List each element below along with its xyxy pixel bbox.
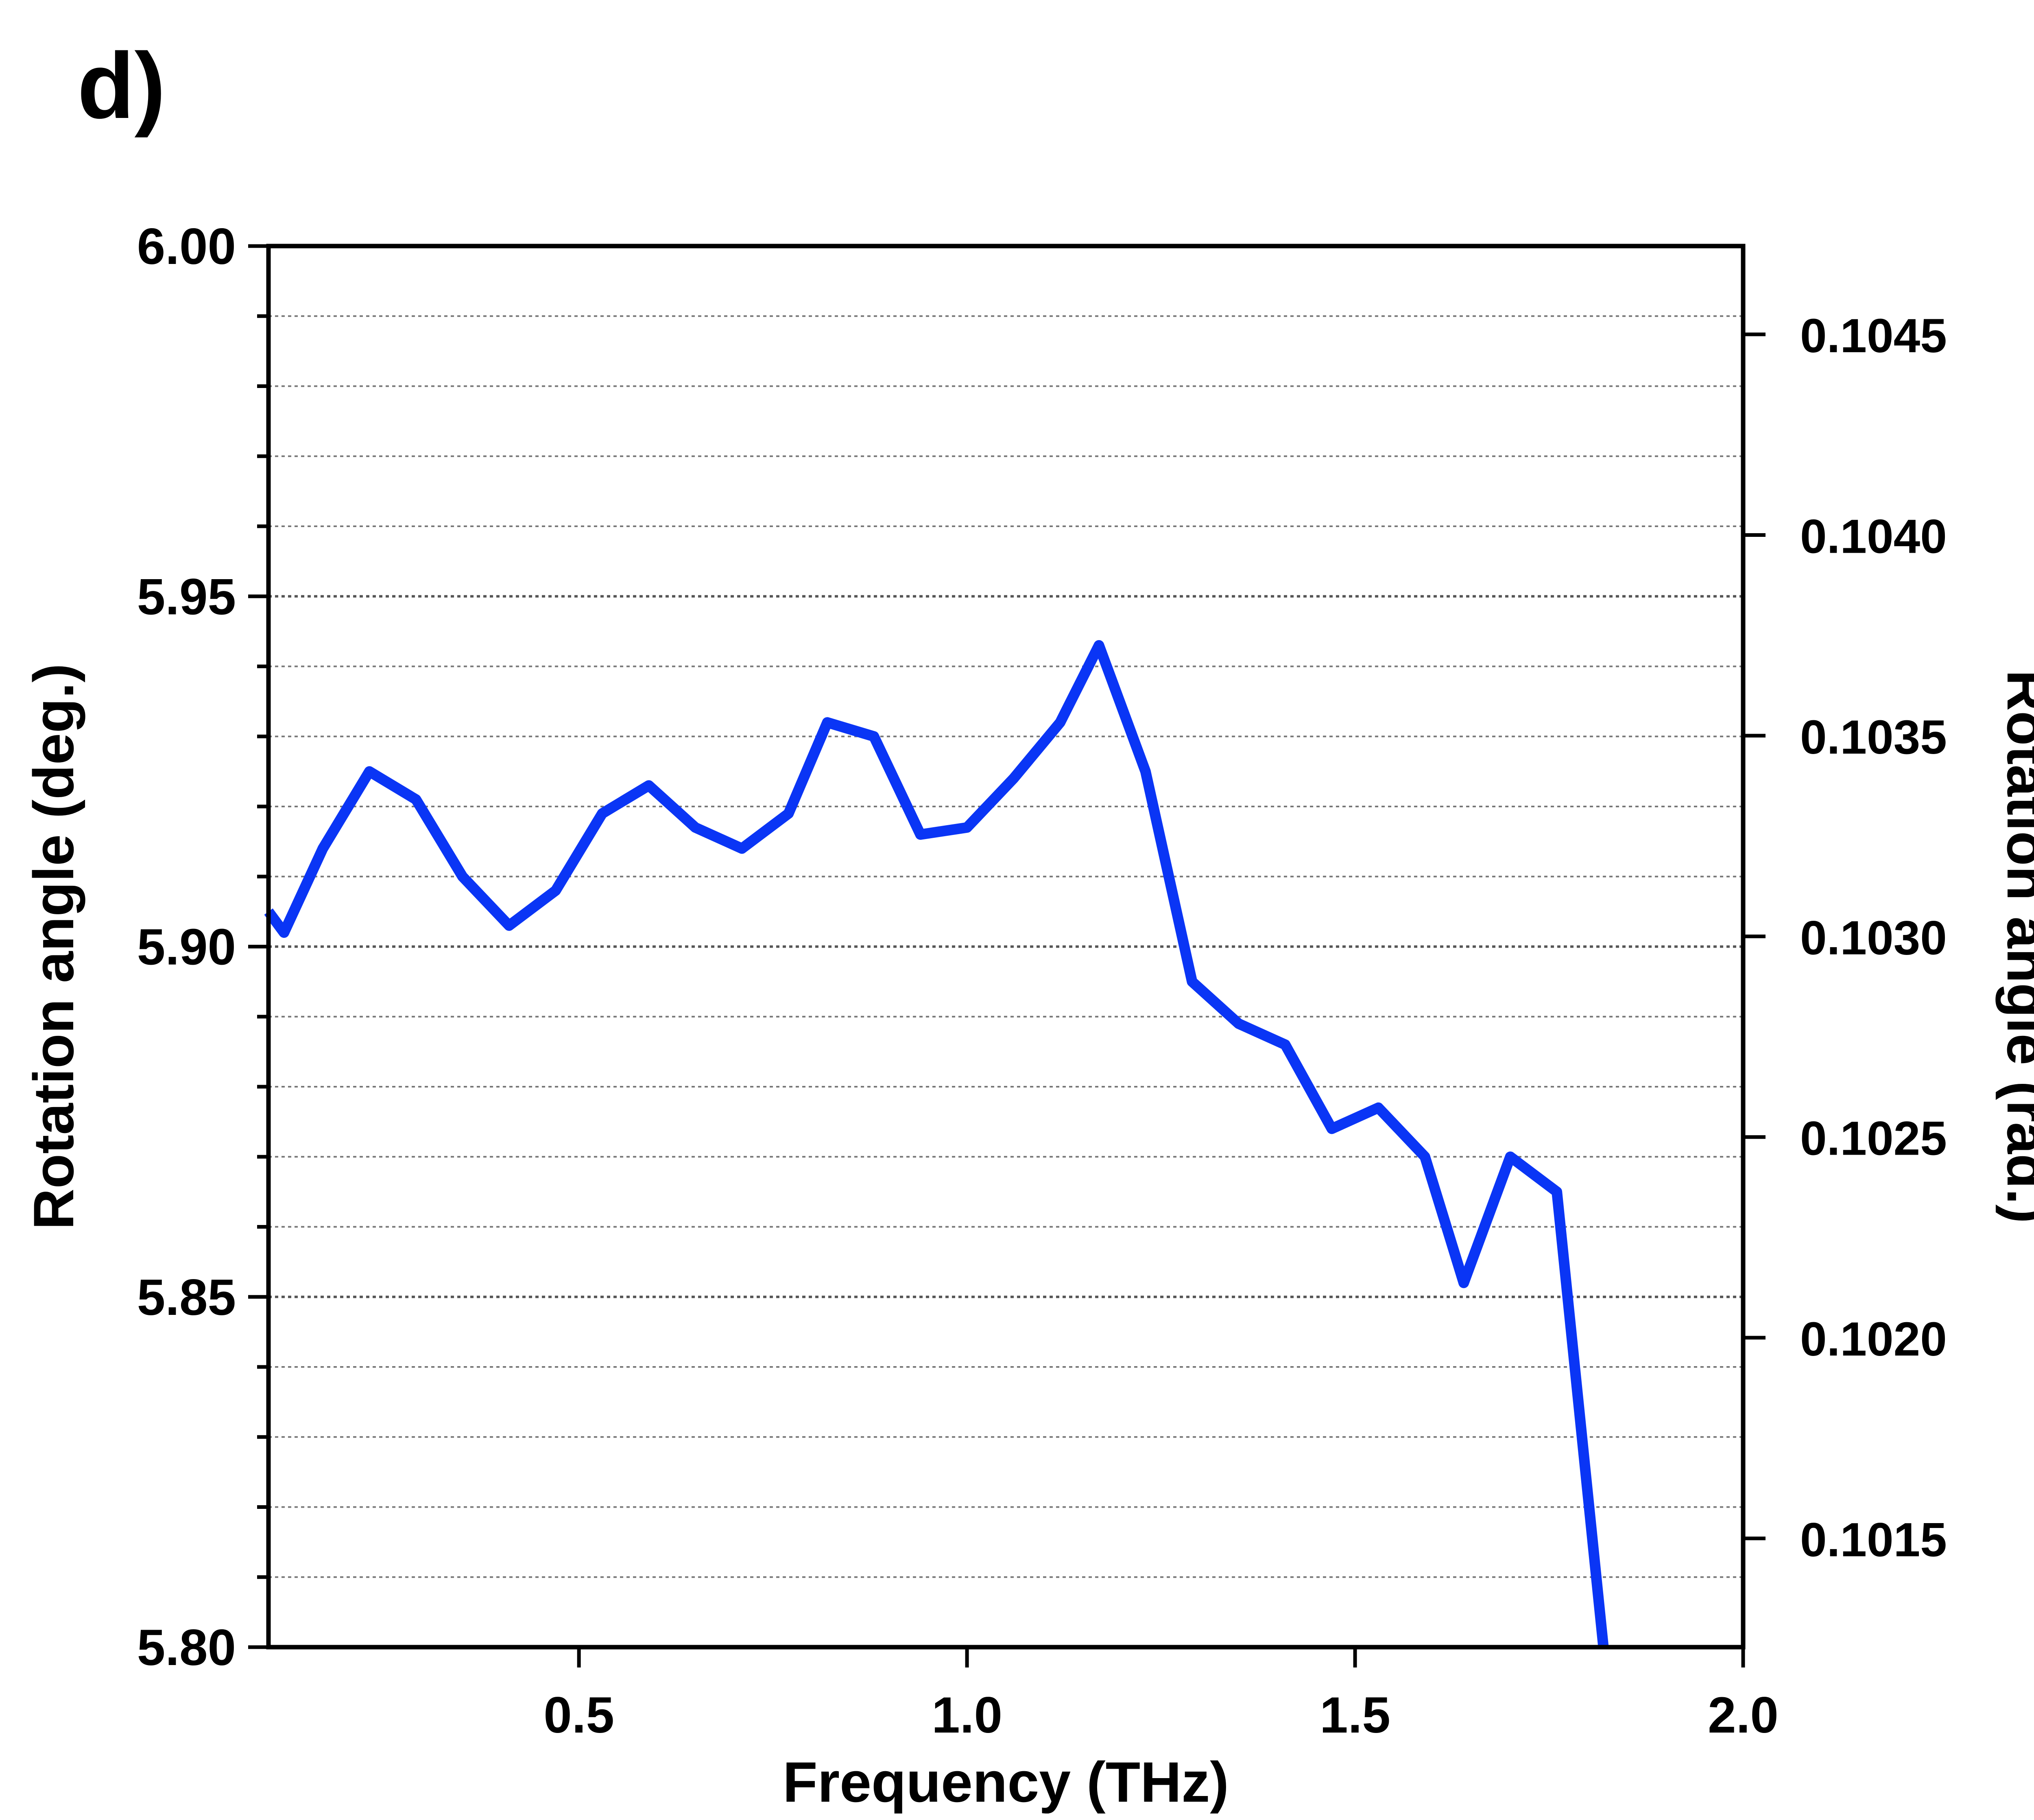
y-tick-label: 5.85 [137, 1269, 236, 1326]
y-tick-labels: 5.80 5.85 5.90 5.95 6.00 [137, 218, 236, 1676]
y2-tick-label: 0.1020 [1800, 1312, 1947, 1366]
y2-tick-label: 0.1030 [1800, 911, 1947, 965]
y2-tick-labels: 0.1015 0.1020 0.1025 0.1030 0.1035 0.1040 0.10… [1800, 309, 1947, 1567]
y2-tick-label: 0.1025 [1800, 1112, 1947, 1166]
y-tick-label: 5.80 [137, 1619, 236, 1676]
y2-tick-label: 0.1040 [1800, 510, 1947, 564]
x-tick-label: 1.0 [932, 1687, 1002, 1744]
y2-axis-label: Rotation angle (rad.) [1995, 670, 2034, 1223]
plot-frame [266, 244, 1746, 1650]
x-tick-label: 2.0 [1708, 1687, 1779, 1744]
series-line [264, 640, 1609, 1648]
data-series [264, 640, 1609, 1648]
grid-lines [268, 315, 1743, 1578]
x-axis-label: Frequency (THz) [783, 1750, 1229, 1814]
x-tick-label: 1.5 [1320, 1687, 1390, 1744]
y-tick-label: 6.00 [137, 218, 236, 275]
y-tick-label: 5.90 [137, 919, 236, 976]
axis-ticks [248, 244, 1766, 1667]
x-tick-label: 0.5 [543, 1687, 614, 1744]
y2-tick-label: 0.1035 [1800, 711, 1947, 764]
y2-tick-label: 0.1045 [1800, 309, 1947, 363]
y-axis-label: Rotation angle (deg.) [22, 663, 85, 1229]
x-tick-labels: 0.5 1.0 1.5 2.0 [543, 1687, 1779, 1744]
y-tick-label: 5.95 [137, 569, 236, 625]
y2-tick-label: 0.1015 [1800, 1513, 1947, 1567]
panel-label: d) [77, 33, 166, 138]
